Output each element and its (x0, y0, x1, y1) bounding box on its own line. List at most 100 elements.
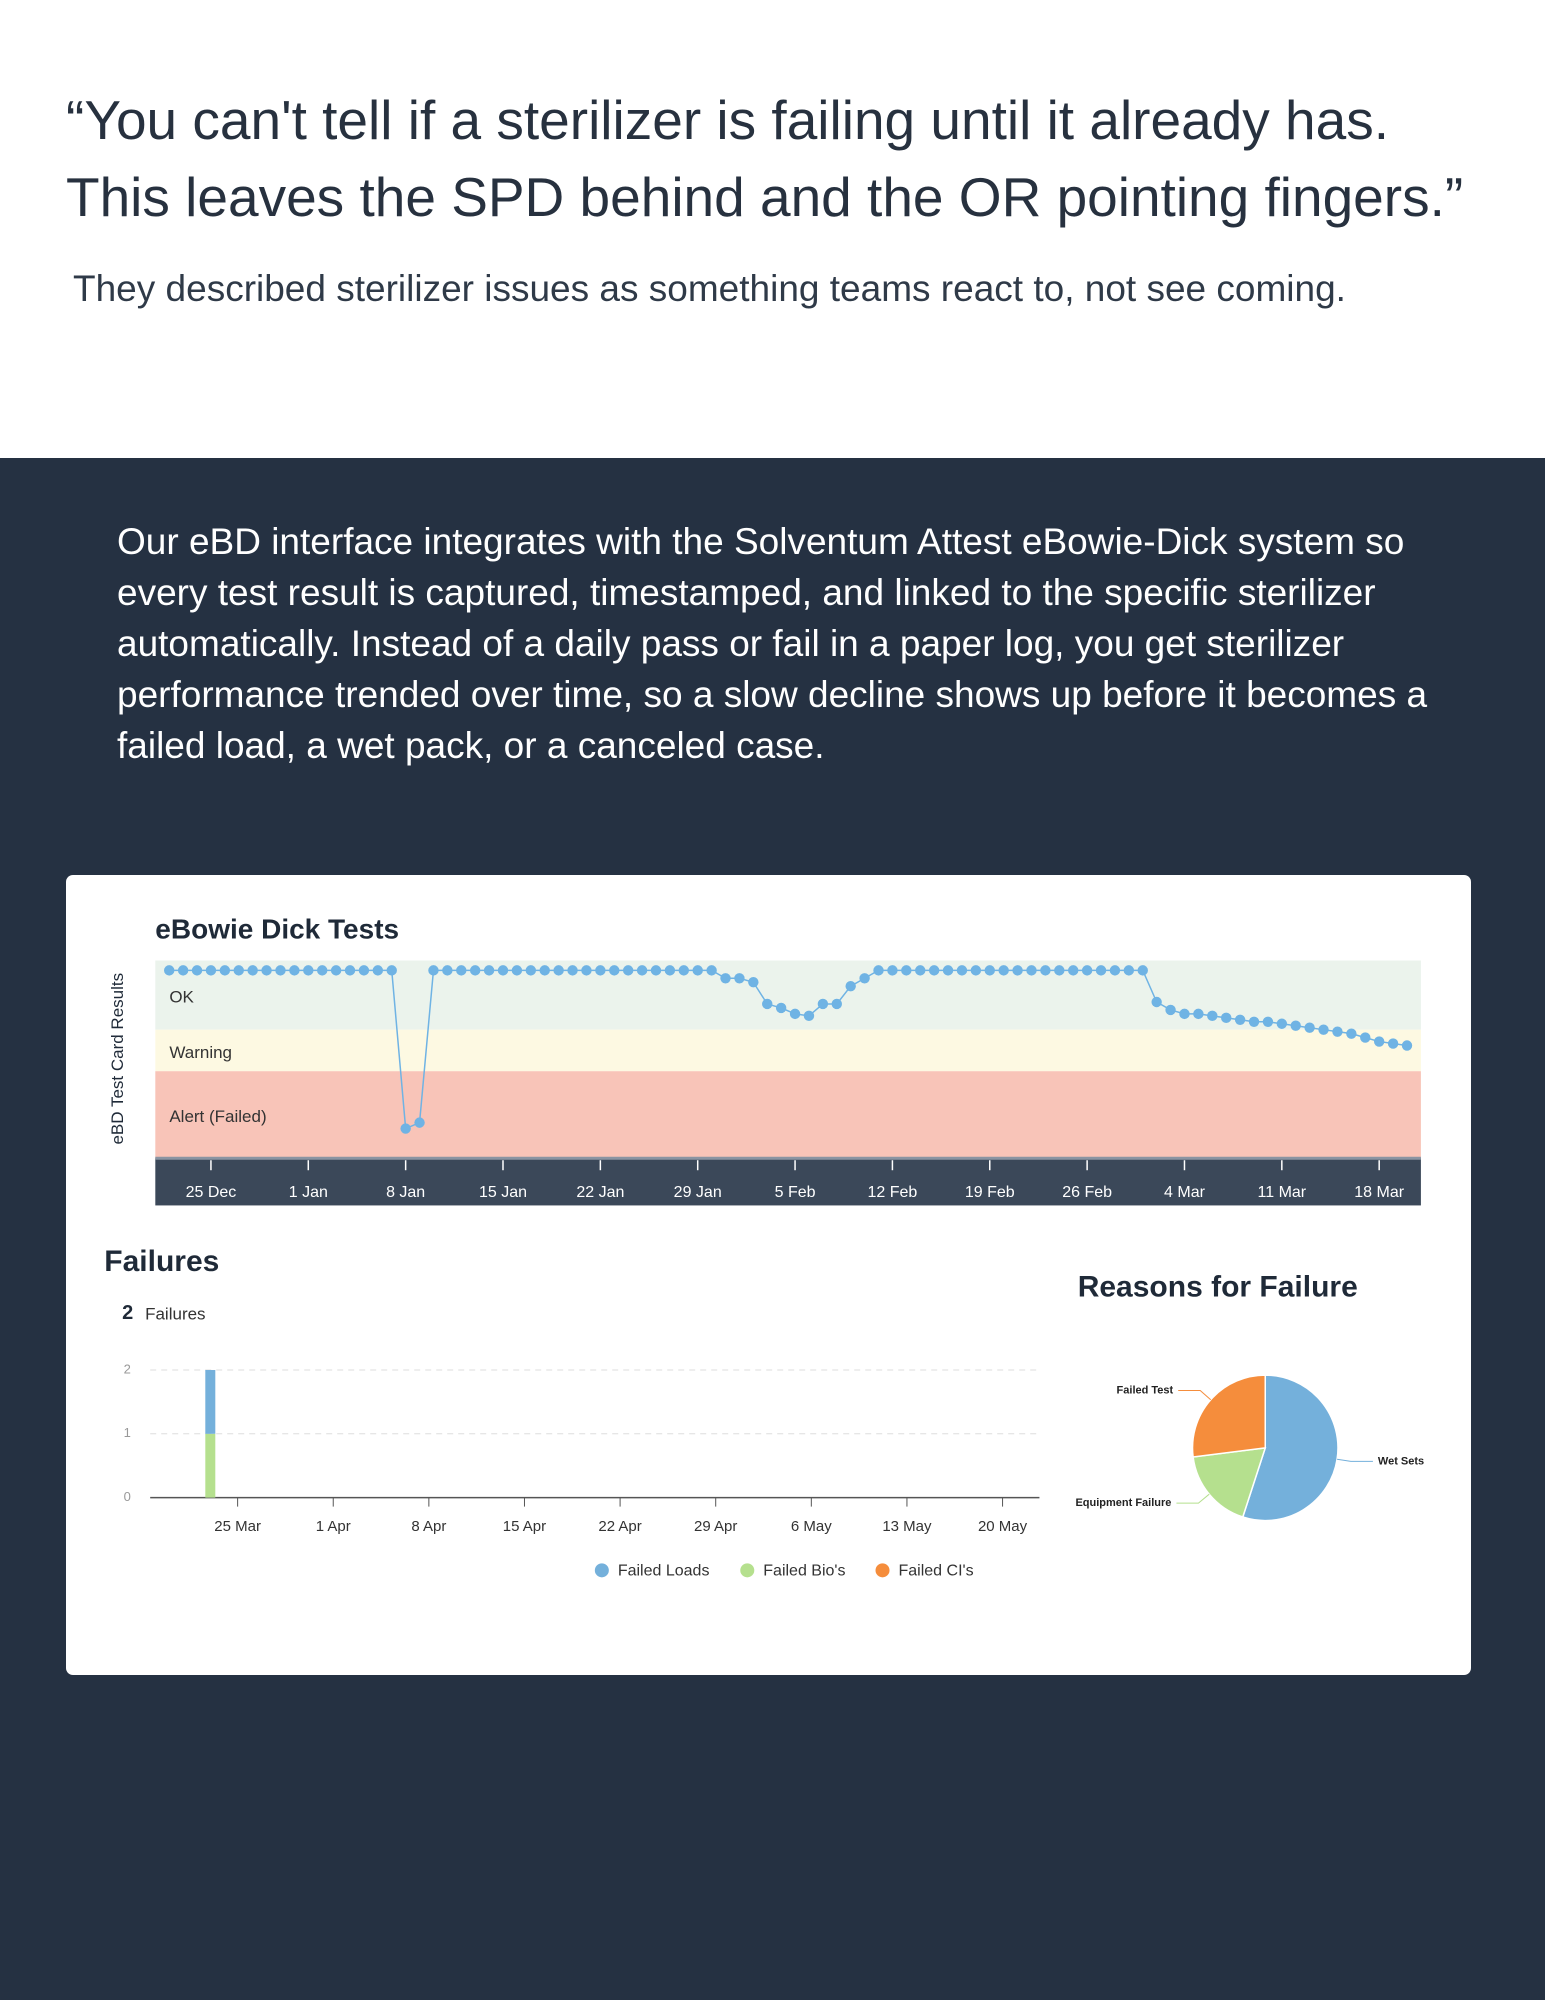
test-point (775, 1002, 787, 1014)
test-point (442, 965, 453, 976)
x-tick-label: 25 Mar (214, 1518, 261, 1535)
test-point (1220, 1012, 1232, 1024)
legend-swatch (875, 1563, 890, 1578)
test-point (1207, 1010, 1218, 1022)
test-point (247, 965, 258, 976)
x-tick-label: 8 Apr (411, 1518, 446, 1535)
band (155, 1071, 1421, 1159)
test-point (831, 998, 842, 1010)
test-point (1276, 1018, 1288, 1029)
x-tick-label: 19 Feb (965, 1184, 1015, 1201)
test-point (581, 965, 592, 976)
chart-title: eBowie Dick Tests (155, 914, 399, 945)
test-point (386, 965, 397, 976)
test-point (372, 965, 384, 976)
test-point (1290, 1020, 1301, 1031)
test-point (1318, 1024, 1329, 1035)
band-label: Alert (Failed) (169, 1107, 266, 1126)
chart-title: Reasons for Failure (1078, 1270, 1358, 1303)
x-tick-label: 26 Feb (1062, 1184, 1112, 1201)
test-point (1054, 965, 1065, 976)
test-point (1193, 1008, 1204, 1020)
test-point (497, 965, 509, 976)
test-point (789, 1008, 801, 1020)
x-tick-label: 29 Apr (694, 1518, 737, 1535)
test-point (177, 965, 189, 976)
test-point (1165, 1004, 1176, 1016)
test-point (275, 965, 286, 976)
test-point (1012, 965, 1023, 976)
total-value: 2 (122, 1302, 133, 1324)
test-point (928, 965, 940, 976)
x-tick-label: 8 Jan (386, 1184, 425, 1201)
header: “You can't tell if a sterilizer is faili… (0, 0, 1545, 458)
test-point (678, 965, 689, 976)
legend-label: Failed Loads (618, 1563, 710, 1580)
y-tick-label: 2 (124, 1361, 131, 1376)
test-point (1040, 965, 1051, 976)
test-point (414, 1117, 425, 1128)
test-point (817, 998, 829, 1010)
test-point (553, 965, 564, 976)
test-point (456, 965, 467, 976)
slice-label: Wet Sets (1378, 1455, 1424, 1467)
test-point (734, 973, 745, 984)
quote: “You can't tell if a sterilizer is faili… (66, 82, 1463, 236)
test-point (483, 965, 495, 976)
test-point (650, 965, 662, 976)
test-point (1068, 965, 1079, 976)
test-point (1346, 1028, 1357, 1039)
test-point (400, 1123, 411, 1134)
band (155, 1029, 1421, 1072)
test-point (469, 965, 481, 976)
test-point (1026, 965, 1037, 976)
x-tick-label: 15 Apr (503, 1518, 546, 1535)
test-point (191, 965, 203, 976)
test-point (984, 965, 995, 976)
test-point (956, 965, 968, 976)
x-tick-label: 22 Apr (598, 1518, 641, 1535)
quote-line: “You can't tell if a sterilizer is faili… (66, 89, 1389, 151)
test-point (609, 965, 620, 976)
leader-line (1337, 1458, 1373, 1462)
y-tick-label: 1 (124, 1425, 131, 1440)
test-point (567, 965, 578, 976)
test-point (316, 965, 328, 976)
dashboard-card: eBowie Dick Tests eBD Test Card Results OK… (66, 875, 1471, 1675)
pie-slice (1241, 1374, 1339, 1522)
test-point (525, 965, 537, 976)
x-tick-label: 13 May (882, 1518, 932, 1535)
slice-label: Failed Test (1117, 1384, 1174, 1396)
test-point (873, 965, 884, 976)
x-tick-label: 4 Mar (1164, 1184, 1206, 1201)
test-point (748, 977, 759, 988)
test-point (1137, 965, 1148, 976)
test-point (344, 965, 356, 976)
test-point (1387, 1038, 1399, 1049)
quote-line: This leaves the SPD behind and the OR po… (66, 166, 1464, 228)
total-label: Failures (145, 1305, 205, 1324)
test-point (859, 973, 870, 984)
test-point (1360, 1032, 1371, 1043)
bar-segment (205, 1370, 216, 1434)
test-point (289, 965, 300, 976)
x-axis-band (155, 1158, 1421, 1206)
y-tick-label: 0 (124, 1489, 131, 1504)
test-point (720, 973, 731, 984)
test-point (998, 965, 1009, 976)
x-tick-label: 1 Jan (289, 1184, 328, 1201)
x-tick-label: 15 Jan (479, 1184, 527, 1201)
leader-line (1176, 1493, 1210, 1504)
test-point (1262, 1016, 1274, 1027)
x-tick-label: 6 May (791, 1518, 832, 1535)
legend-label: Failed CI's (899, 1563, 974, 1580)
y-axis-label: eBD Test Card Results (108, 973, 127, 1145)
legend-swatch (740, 1563, 755, 1578)
chart-title: Failures (104, 1245, 219, 1278)
x-tick-label: 12 Feb (868, 1184, 918, 1201)
test-point (1248, 1016, 1260, 1027)
test-point (887, 965, 898, 976)
test-point (692, 965, 703, 976)
x-tick-label: 11 Mar (1258, 1184, 1307, 1201)
leader-line (1178, 1389, 1212, 1401)
